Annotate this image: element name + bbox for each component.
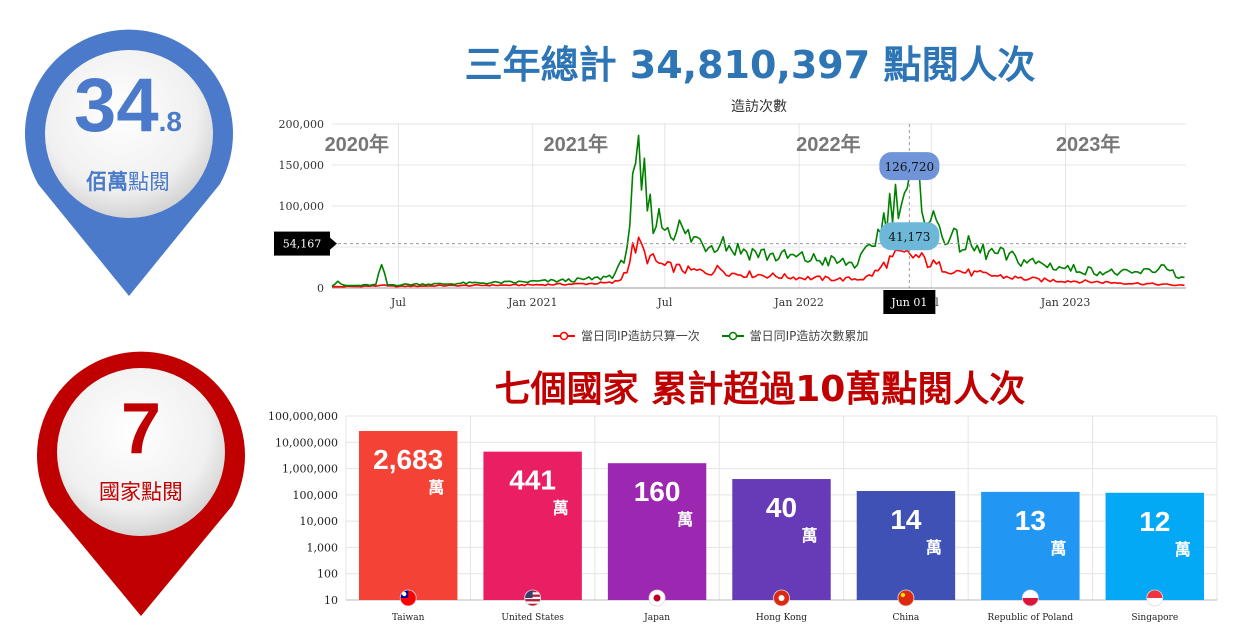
bar-value-label: 14 (890, 504, 922, 535)
views-pin: 34.8 佰萬點閱 (20, 24, 238, 300)
bar-value-label: 441 (509, 465, 556, 496)
bar-unit-label: 萬 (428, 478, 444, 497)
singapore-flag-icon (1146, 589, 1164, 607)
crosshair-x-label: Jun 01 (890, 296, 927, 309)
bar-value-label: 2,683 (373, 444, 443, 475)
crosshair-y-badge (274, 231, 330, 256)
line-chart-title: 造訪次數 (731, 99, 787, 115)
bar-singapore[interactable] (1105, 492, 1204, 600)
countries-number: 7 (120, 389, 162, 469)
country-bar-chart: 10 100 1,000 10,000 100,000 1,000,000 10,000,0… (268, 410, 1218, 623)
map-pin-icon (25, 29, 234, 297)
y-tick-label: 100 (317, 568, 338, 581)
countries-pin: 7 國家點閱 (34, 344, 248, 620)
views-number: 34 (74, 63, 159, 148)
year-label: 2023年 (1056, 132, 1121, 156)
crosshair-x-badge (883, 290, 936, 314)
views-label-bold: 佰萬 (86, 170, 128, 194)
x-tick-label: United States (501, 613, 564, 623)
bar-value-label: 40 (766, 492, 797, 523)
year-label: 2022年 (796, 132, 861, 156)
crosshair-y-label: 54,167 (283, 238, 322, 251)
map-pin-icon (37, 351, 245, 616)
bar-unit-label: 萬 (926, 538, 942, 557)
japan-flag-icon (648, 589, 666, 607)
bar-value-label: 160 (634, 476, 681, 507)
bar-united-states[interactable] (483, 451, 582, 600)
series-line-total[interactable] (331, 134, 1185, 287)
bar-value-label: 13 (1015, 505, 1046, 536)
bar-unit-label: 萬 (1050, 539, 1066, 558)
bar-japan[interactable] (607, 463, 707, 600)
usa-flag-icon (524, 589, 542, 607)
y-tick-label: 1,000 (307, 541, 339, 554)
value-callout (879, 152, 940, 181)
y-tick-label: 10 (324, 594, 338, 607)
views-decimal: .8 (158, 106, 182, 137)
legend-item-total[interactable]: 當日同IP造訪次數累加 (721, 327, 869, 344)
bar-unit-label: 萬 (801, 526, 817, 545)
x-tick-label: Japan (643, 613, 670, 623)
value-callout-label: 41,173 (888, 230, 930, 244)
bar-china[interactable] (856, 491, 956, 600)
x-tick-label: China (893, 613, 920, 623)
x-tick-label: Singapore (1131, 613, 1178, 623)
bar-unit-label: 萬 (553, 499, 569, 518)
bar-unit-label: 萬 (1175, 540, 1191, 559)
year-label: 2021年 (544, 132, 609, 156)
bar-taiwan[interactable] (359, 431, 458, 600)
x-tick-label: Jan 2022 (773, 296, 824, 309)
legend-item-unique[interactable]: 當日同IP造訪只算一次 (553, 327, 700, 344)
legend-label-unique: 當日同IP造訪只算一次 (581, 329, 700, 343)
china-flag-icon (897, 589, 915, 607)
y-tick-label: 100,000 (279, 200, 325, 213)
bar-hong-kong[interactable] (732, 479, 831, 600)
countries-headline: 七個國家 累計超過10萬點閱人次 (494, 369, 1026, 410)
taiwan-flag-icon (399, 589, 417, 607)
y-tick-label: 0 (317, 282, 324, 295)
bar-value-label: 12 (1139, 506, 1170, 537)
countries-label: 國家點閱 (99, 480, 183, 504)
line-chart-legend: 當日同IP造訪只算一次 當日同IP造訪次數累加 (553, 327, 886, 344)
poland-flag-icon (1021, 589, 1039, 607)
views-label: 點閱 (128, 170, 170, 194)
bar-unit-label: 萬 (677, 510, 693, 529)
year-label: 2020年 (325, 132, 390, 156)
y-tick-label: 200,000 (279, 118, 325, 131)
x-tick-label: Republic of Poland (988, 613, 1074, 623)
legend-line-icon (553, 331, 575, 340)
y-tick-label: 10,000 (300, 515, 339, 528)
bar-republic-of-poland[interactable] (981, 491, 1080, 600)
series-line-unique[interactable] (331, 236, 1185, 288)
x-tick-label: Jul (390, 296, 406, 309)
crosshair-y-pointer (330, 237, 337, 250)
y-tick-label: 100,000 (293, 489, 339, 502)
x-tick-label: Jan 2021 (507, 296, 558, 309)
x-tick-label: Jan 2023 (1040, 296, 1091, 309)
x-tick-label: Hong Kong (756, 613, 807, 623)
legend-label-total: 當日同IP造訪次數累加 (749, 329, 869, 343)
y-tick-label: 1,000,000 (282, 463, 338, 476)
value-callout-label: 126,720 (885, 160, 935, 174)
hongkong-flag-icon (773, 589, 790, 607)
y-tick-label: 100,000,000 (268, 410, 338, 423)
y-tick-label: 10,000,000 (275, 436, 338, 449)
y-tick-label: 150,000 (279, 159, 325, 172)
legend-line-icon (721, 331, 744, 340)
views-headline: 三年總計 34,810,397 點閱人次 (464, 43, 1036, 87)
x-tick-label: Taiwan (392, 613, 425, 623)
x-tick-label: Jul (656, 296, 672, 309)
value-callout (879, 222, 940, 251)
